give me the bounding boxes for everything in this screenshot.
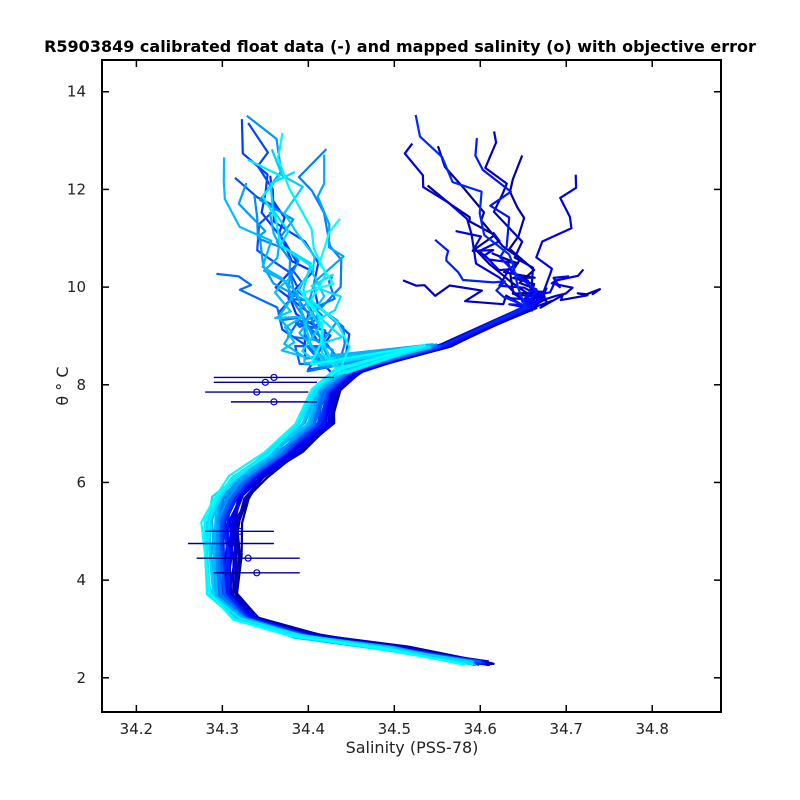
profile-line — [232, 184, 538, 666]
profile-line — [218, 176, 483, 663]
profile-line — [211, 211, 476, 666]
y-axis-label: θ ° C — [53, 366, 72, 405]
mapped-salinity-point — [235, 527, 244, 535]
plot-frame — [101, 59, 722, 713]
y-tick-label: 14 — [67, 83, 86, 101]
mapped-salinity-point — [253, 569, 261, 577]
x-axis: 34.2 34.3 34.4 34.5 34.6 34.7 34.8 — [120, 60, 669, 738]
x-tick-label: 34.8 — [636, 720, 669, 738]
y-tick-label: 10 — [67, 278, 86, 296]
mapped-salinity-point — [270, 373, 278, 382]
y-axis: 2 4 6 8 10 12 14 — [67, 83, 721, 687]
x-tick-label: 34.2 — [120, 720, 153, 738]
x-tick-label: 34.3 — [206, 720, 239, 738]
mapped-salinity-point — [244, 554, 252, 562]
profile-lines — [200, 114, 601, 667]
chart-title: R5903849 calibrated float data (-) and m… — [44, 37, 756, 56]
x-tick-label: 34.7 — [550, 720, 583, 738]
profile-line — [204, 171, 474, 663]
profile-line — [215, 148, 477, 667]
y-tick-label: 12 — [67, 180, 86, 198]
x-axis-label: Salinity (PSS-78) — [346, 738, 479, 757]
y-tick-label: 2 — [76, 669, 86, 687]
mapped-salinity-point — [227, 539, 235, 548]
profile-line — [211, 157, 477, 666]
x-tick-label: 34.6 — [464, 720, 497, 738]
profile-line — [200, 218, 465, 666]
x-tick-label: 34.4 — [292, 720, 325, 738]
profile-line — [213, 114, 474, 666]
mapped-salinity-point — [253, 388, 261, 396]
x-tick-label: 34.5 — [378, 720, 411, 738]
mapped-salinity-point — [270, 398, 278, 406]
profile-line — [222, 289, 538, 666]
y-tick-label: 6 — [76, 473, 86, 491]
profile-line — [208, 148, 473, 666]
profile-line — [214, 194, 475, 664]
y-tick-label: 8 — [76, 376, 86, 394]
profile-line — [203, 132, 466, 666]
profile-line — [232, 287, 548, 665]
profile-line — [206, 158, 465, 666]
y-tick-label: 4 — [76, 571, 86, 589]
error-bars — [187, 373, 335, 577]
mapped-salinity-point — [261, 378, 269, 386]
